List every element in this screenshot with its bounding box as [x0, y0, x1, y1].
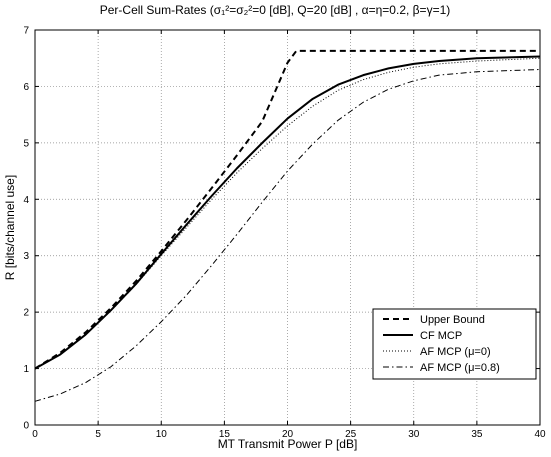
x-tick-label: 25 [345, 429, 357, 440]
x-tick-label: 30 [408, 429, 420, 440]
legend-label: Upper Bound [420, 314, 485, 326]
y-tick-label: 1 [23, 364, 29, 375]
legend-label: CF MCP [420, 330, 462, 342]
x-tick-label: 20 [282, 429, 294, 440]
chart-title: Per-Cell Sum-Rates (σ₁²=σ₂²=0 [dB], Q=20… [100, 3, 451, 17]
series-line-4 [34, 69, 541, 402]
x-tick-label: 10 [156, 429, 168, 440]
x-tick-label: 15 [219, 429, 231, 440]
x-axis-label: MT Transmit Power P [dB] [218, 437, 358, 451]
legend-label: AF MCP (μ=0) [420, 346, 491, 358]
y-tick-label: 6 [23, 82, 29, 93]
y-tick-label: 3 [23, 251, 29, 262]
grid [34, 29, 541, 426]
legend-items: Upper Bound CF MCP AF MCP (μ=0) AF MCP (μ=0… [383, 314, 500, 374]
x-tick-label: 0 [32, 429, 38, 440]
y-tick-label: 4 [23, 195, 29, 206]
axis-ticks: 0 5 10 15 20 25 30 35 40 0 1 2 3 4 5 6 7 [23, 26, 546, 441]
series-line-1 [34, 49, 540, 370]
legend: Upper Bound CF MCP AF MCP (μ=0) AF MCP (μ=0… [372, 308, 537, 380]
x-tick-label: 40 [534, 429, 546, 440]
x-tick-label: 35 [471, 429, 483, 440]
legend-label: AF MCP (μ=0.8) [420, 362, 500, 374]
y-tick-label: 2 [23, 308, 29, 319]
y-tick-label: 5 [23, 138, 29, 149]
series-lines [34, 49, 541, 402]
y-axis-label: R [bits/channel use] [3, 175, 17, 280]
y-tick-label: 7 [23, 26, 29, 37]
y-tick-label: 0 [23, 421, 29, 432]
x-tick-label: 5 [95, 429, 101, 440]
